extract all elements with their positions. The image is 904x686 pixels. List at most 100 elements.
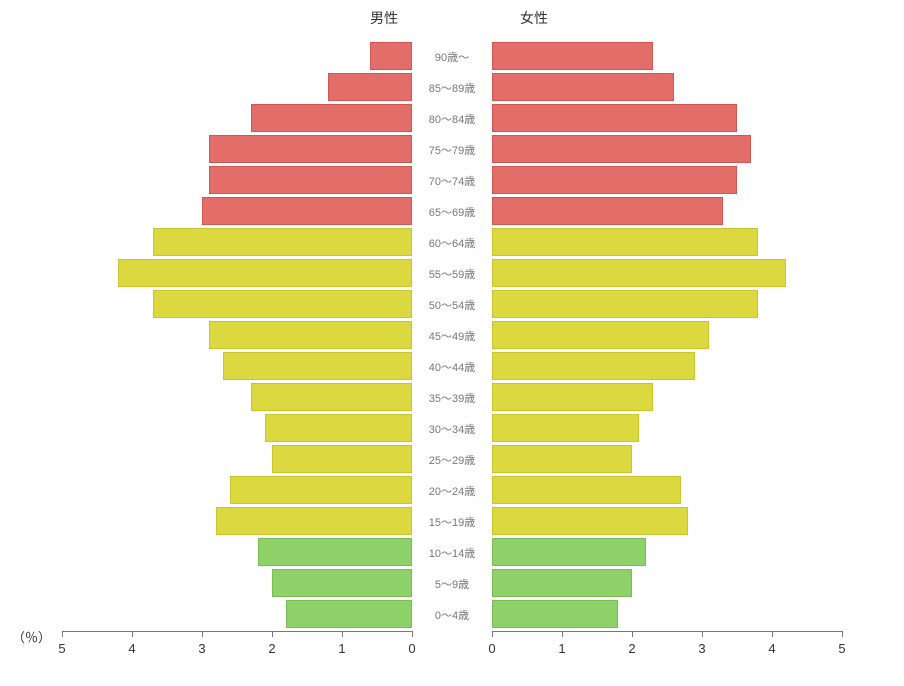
female-axis-line: [492, 631, 842, 632]
female-bar: [492, 414, 639, 442]
female-bar: [492, 290, 758, 318]
axis-tick-label: 4: [128, 641, 135, 656]
male-bar: [370, 42, 412, 70]
axis-tick: [632, 631, 633, 637]
male-bar: [209, 135, 412, 163]
axis-tick: [562, 631, 563, 637]
axis-tick: [412, 631, 413, 637]
header-female: 女性: [520, 8, 548, 28]
axis-tick: [492, 631, 493, 637]
axis-tick-label: 4: [768, 641, 775, 656]
male-bar: [209, 321, 412, 349]
pyramid-row: 45～49歳: [0, 319, 904, 350]
pyramid-row: 10～14歳: [0, 536, 904, 567]
female-bar: [492, 228, 758, 256]
population-pyramid-chart: 男性 女性 90歳～ 85～89歳 80～84歳 75～79歳 70～74歳 65～69歳…: [0, 0, 904, 686]
age-label: 50～54歳: [412, 297, 492, 313]
pyramid-row: 80～84歳: [0, 102, 904, 133]
age-label: 45～49歳: [412, 328, 492, 344]
pyramid-row: 40～44歳: [0, 350, 904, 381]
female-bar: [492, 259, 786, 287]
axis-tick: [132, 631, 133, 637]
male-bar: [209, 166, 412, 194]
female-bar: [492, 42, 653, 70]
male-bar: [286, 600, 412, 628]
age-label: 0～4歳: [412, 607, 492, 623]
axis-tick-label: 2: [628, 641, 635, 656]
pyramid-row: 25～29歳: [0, 443, 904, 474]
male-bar: [251, 104, 412, 132]
pyramid-row: 0～4歳: [0, 598, 904, 629]
pyramid-row: 50～54歳: [0, 288, 904, 319]
age-label: 75～79歳: [412, 142, 492, 158]
male-bar: [328, 73, 412, 101]
age-label: 5～9歳: [412, 576, 492, 592]
axis-tick-label: 0: [488, 641, 495, 656]
axis-tick: [772, 631, 773, 637]
male-bar: [272, 445, 412, 473]
axis-tick-label: 0: [408, 641, 415, 656]
female-bar: [492, 538, 646, 566]
age-label: 30～34歳: [412, 421, 492, 437]
age-label: 80～84歳: [412, 111, 492, 127]
female-bar: [492, 507, 688, 535]
female-bar: [492, 73, 674, 101]
age-label: 40～44歳: [412, 359, 492, 375]
axis-tick-label: 5: [58, 641, 65, 656]
axis-tick: [272, 631, 273, 637]
age-label: 70～74歳: [412, 173, 492, 189]
male-bar: [272, 569, 412, 597]
female-bar: [492, 352, 695, 380]
age-label: 85～89歳: [412, 80, 492, 96]
pyramid-row: 5～9歳: [0, 567, 904, 598]
chart-headers: 男性 女性: [0, 8, 904, 32]
axis-tick-label: 3: [198, 641, 205, 656]
female-bar: [492, 166, 737, 194]
age-label: 25～29歳: [412, 452, 492, 468]
axis-tick-label: 3: [698, 641, 705, 656]
female-bar: [492, 569, 632, 597]
age-label: 15～19歳: [412, 514, 492, 530]
axis-tick-label: 5: [838, 641, 845, 656]
male-bar: [251, 383, 412, 411]
female-bar: [492, 383, 653, 411]
age-label: 60～64歳: [412, 235, 492, 251]
axis-tick-label: 1: [558, 641, 565, 656]
axis-tick-label: 1: [338, 641, 345, 656]
pyramid-row: 60～64歳: [0, 226, 904, 257]
axis-tick: [342, 631, 343, 637]
male-bar: [258, 538, 412, 566]
female-bar: [492, 104, 737, 132]
female-bar: [492, 600, 618, 628]
male-bar: [230, 476, 412, 504]
age-label: 90歳～: [412, 49, 492, 65]
female-bar: [492, 476, 681, 504]
pyramid-row: 15～19歳: [0, 505, 904, 536]
pyramid-row: 30～34歳: [0, 412, 904, 443]
pyramid-row: 65～69歳: [0, 195, 904, 226]
age-label: 10～14歳: [412, 545, 492, 561]
age-label: 20～24歳: [412, 483, 492, 499]
male-bar: [202, 197, 412, 225]
header-male: 男性: [370, 8, 398, 28]
male-bar: [153, 228, 412, 256]
male-bar: [216, 507, 412, 535]
pyramid-row: 35～39歳: [0, 381, 904, 412]
female-bar: [492, 135, 751, 163]
age-label: 35～39歳: [412, 390, 492, 406]
axis-tick: [202, 631, 203, 637]
axis-tick: [62, 631, 63, 637]
axis-tick: [702, 631, 703, 637]
age-label: 55～59歳: [412, 266, 492, 282]
female-bar: [492, 197, 723, 225]
male-bar: [265, 414, 412, 442]
axis-tick: [842, 631, 843, 637]
male-bar: [153, 290, 412, 318]
male-axis-line: [62, 631, 412, 632]
unit-label: （％）: [12, 627, 51, 646]
pyramid-row: 90歳～: [0, 40, 904, 71]
pyramid-row: 20～24歳: [0, 474, 904, 505]
pyramid-row: 85～89歳: [0, 71, 904, 102]
axis-tick-label: 2: [268, 641, 275, 656]
male-bar: [118, 259, 412, 287]
